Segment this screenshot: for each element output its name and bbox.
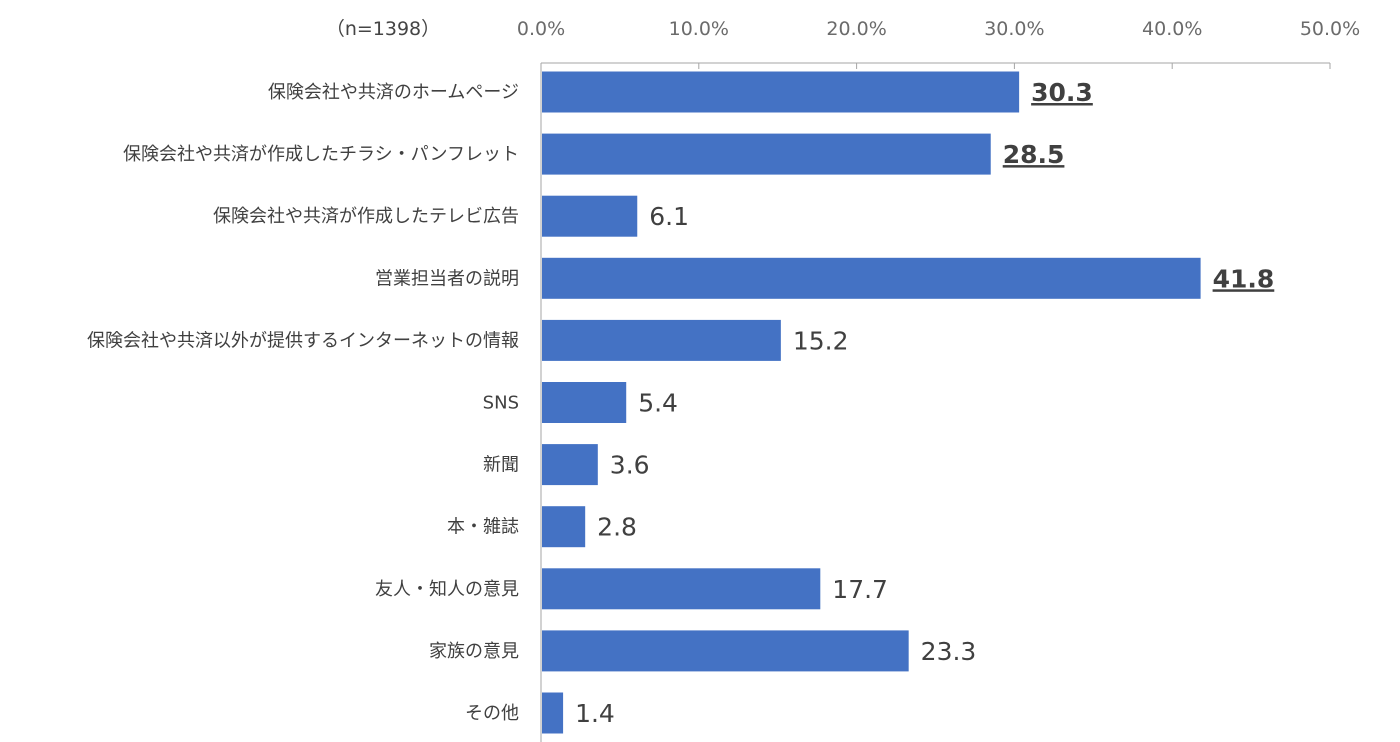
value-label: 2.8: [597, 513, 637, 542]
value-label: 28.5: [1003, 140, 1065, 169]
bar: [542, 71, 1020, 113]
x-tick-label: 40.0%: [1142, 18, 1202, 40]
x-tick-label: 0.0%: [517, 18, 565, 40]
bar: [542, 319, 781, 361]
bar: [542, 692, 564, 734]
bar: [542, 630, 909, 672]
value-label: 23.3: [921, 637, 977, 666]
category-label: その他: [465, 703, 519, 724]
category-label: 家族の意見: [429, 641, 519, 662]
category-label: 保険会社や共済が作成したチラシ・パンフレット: [123, 144, 519, 165]
value-label: 15.2: [793, 326, 849, 355]
x-tick-label: 10.0%: [669, 18, 729, 40]
x-tick-label: 30.0%: [984, 18, 1044, 40]
category-labels: 保険会社や共済のホームページ保険会社や共済が作成したチラシ・パンフレット保険会社…: [87, 82, 519, 724]
sample-size-label: （n=1398）: [326, 18, 440, 40]
value-label: 5.4: [638, 389, 678, 418]
bars-group: [542, 71, 1201, 734]
value-label: 6.1: [649, 202, 689, 231]
category-label: SNS: [483, 393, 519, 414]
bar: [542, 444, 598, 486]
category-label: 保険会社や共済以外が提供するインターネットの情報: [87, 330, 519, 351]
bar: [542, 195, 638, 237]
x-axis: 0.0% 10.0% 20.0% 30.0% 40.0% 50.0%: [517, 18, 1360, 742]
value-label: 41.8: [1213, 264, 1275, 293]
category-label: 本・雑誌: [447, 517, 519, 538]
x-tick-label: 20.0%: [826, 18, 886, 40]
value-label: 17.7: [832, 575, 888, 604]
value-label: 30.3: [1031, 78, 1093, 107]
bar: [542, 506, 586, 548]
value-labels: 30.3 28.5 6.1 41.8 15.2 5.4 3.6 2.8 17.7 23.3 1.4: [575, 78, 1274, 728]
bar: [542, 568, 821, 610]
category-label: 保険会社や共済が作成したテレビ広告: [213, 206, 519, 227]
value-label: 3.6: [610, 451, 650, 480]
x-tick-label: 50.0%: [1300, 18, 1360, 40]
value-label: 1.4: [575, 699, 615, 728]
category-label: 営業担当者の説明: [375, 268, 519, 289]
category-label: 新聞: [483, 455, 519, 476]
category-label: 友人・知人の意見: [375, 579, 519, 600]
bar: [542, 133, 991, 175]
category-label: 保険会社や共済のホームページ: [268, 82, 519, 103]
bar: [542, 382, 627, 423]
bar: [542, 257, 1201, 299]
